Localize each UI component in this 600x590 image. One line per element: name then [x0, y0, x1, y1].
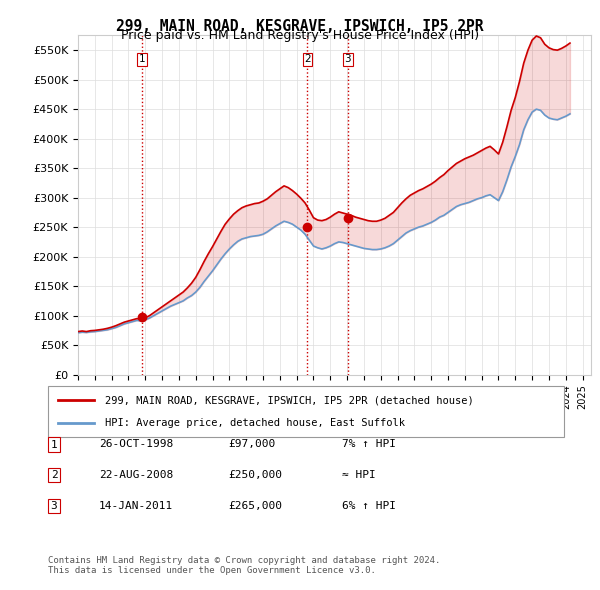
- Text: 14-JAN-2011: 14-JAN-2011: [99, 501, 173, 510]
- Text: 299, MAIN ROAD, KESGRAVE, IPSWICH, IP5 2PR (detached house): 299, MAIN ROAD, KESGRAVE, IPSWICH, IP5 2…: [105, 395, 473, 405]
- Text: Contains HM Land Registry data © Crown copyright and database right 2024.
This d: Contains HM Land Registry data © Crown c…: [48, 556, 440, 575]
- Text: £265,000: £265,000: [228, 501, 282, 510]
- Text: 2: 2: [50, 470, 58, 480]
- Text: 3: 3: [50, 501, 58, 511]
- Text: 26-OCT-1998: 26-OCT-1998: [99, 440, 173, 449]
- Text: 1: 1: [139, 54, 146, 64]
- Text: 22-AUG-2008: 22-AUG-2008: [99, 470, 173, 480]
- Text: 2: 2: [304, 54, 311, 64]
- Text: £97,000: £97,000: [228, 440, 275, 449]
- Text: Price paid vs. HM Land Registry's House Price Index (HPI): Price paid vs. HM Land Registry's House …: [121, 30, 479, 42]
- Text: 7% ↑ HPI: 7% ↑ HPI: [342, 440, 396, 449]
- Text: ≈ HPI: ≈ HPI: [342, 470, 376, 480]
- Text: £250,000: £250,000: [228, 470, 282, 480]
- Text: 6% ↑ HPI: 6% ↑ HPI: [342, 501, 396, 510]
- FancyBboxPatch shape: [48, 386, 564, 437]
- Text: 1: 1: [50, 440, 58, 450]
- Text: 299, MAIN ROAD, KESGRAVE, IPSWICH, IP5 2PR: 299, MAIN ROAD, KESGRAVE, IPSWICH, IP5 2…: [116, 19, 484, 34]
- Text: HPI: Average price, detached house, East Suffolk: HPI: Average price, detached house, East…: [105, 418, 405, 428]
- Text: 3: 3: [344, 54, 351, 64]
